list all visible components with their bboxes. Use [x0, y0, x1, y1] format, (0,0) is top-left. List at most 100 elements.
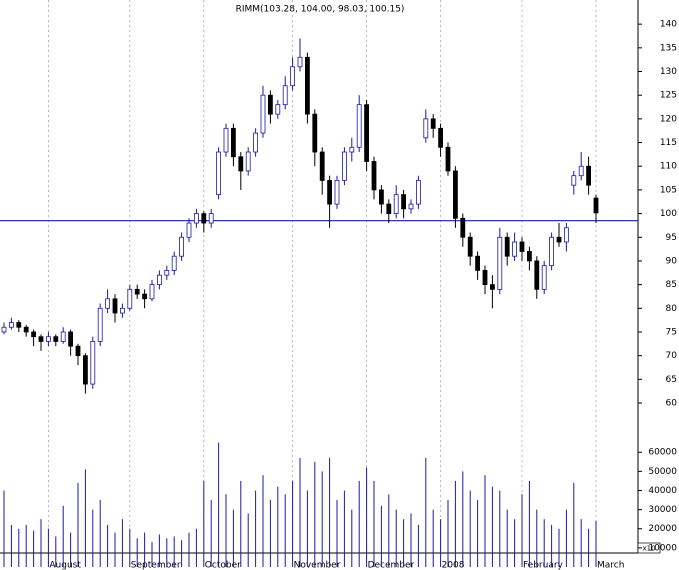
candle-body [201, 213, 207, 224]
candle-body [127, 288, 133, 309]
candle-body [482, 270, 488, 286]
y-tick-label: 125 [660, 91, 677, 101]
candle-body [386, 203, 392, 214]
candle-body [541, 265, 547, 290]
candle-body [356, 104, 362, 148]
candle-body [186, 222, 192, 238]
candle-body [489, 284, 495, 290]
y-tick-label: 75 [666, 327, 677, 337]
x-tick-label: September [131, 561, 181, 570]
y2-tick-label: 30000 [648, 505, 677, 515]
y2-tick-label: 50000 [648, 467, 677, 477]
candle-body [253, 132, 259, 153]
candle-body [378, 189, 384, 205]
x-tick-label: December [368, 561, 415, 570]
y-tick-label: 60 [666, 399, 678, 409]
candle-body [349, 146, 355, 153]
candle-body [260, 94, 266, 134]
y-tick-label: 70 [666, 351, 678, 361]
y-tick-label: 105 [660, 185, 677, 195]
y-tick-label: 135 [660, 43, 677, 53]
y2-tick-label: 20000 [648, 524, 677, 534]
candle-body [193, 213, 199, 224]
y2-tick-label: 60000 [648, 448, 677, 458]
x-tick-label: 2008 [442, 561, 465, 570]
candle-body [105, 298, 110, 309]
candle-body [304, 56, 310, 115]
candle-body [512, 241, 517, 257]
candle-body [90, 341, 96, 385]
y2-tick-label: 10000 [648, 543, 677, 553]
candle-body [460, 217, 466, 238]
candle-body [445, 146, 451, 172]
candle-body [290, 66, 296, 87]
candle-body [549, 236, 554, 267]
candle-body [46, 336, 51, 342]
candle-body [371, 161, 377, 191]
candle-body [8, 322, 14, 328]
candle-body [527, 251, 532, 262]
candle-body [452, 170, 458, 219]
candle-body [230, 127, 236, 158]
candle-body [327, 180, 333, 205]
y-tick-label: 65 [666, 375, 677, 385]
candle-body [149, 284, 155, 300]
candle-body [497, 236, 503, 290]
candle-body [156, 274, 162, 286]
y-tick-label: 120 [660, 114, 677, 124]
candle-body [16, 322, 22, 328]
candle-body [312, 113, 318, 153]
candle-body [504, 236, 510, 257]
candle-body [408, 203, 414, 210]
candle-body [556, 236, 562, 243]
candle-body [216, 151, 222, 196]
x-tick-label: October [205, 561, 241, 570]
candle-body [97, 307, 103, 342]
candle-body [75, 345, 81, 357]
candle-body [586, 165, 591, 186]
y-tick-label: 140 [660, 20, 677, 30]
candle-body [68, 331, 73, 347]
x-tick-label: November [294, 561, 341, 570]
x-tick-label: March [597, 561, 624, 570]
candle-body [415, 180, 421, 205]
y-tick-label: 95 [666, 233, 677, 243]
candle-body [401, 194, 407, 210]
candle-body [142, 293, 148, 300]
candle-body [364, 104, 370, 162]
candle-body [245, 151, 251, 172]
candle-body [467, 236, 473, 257]
candle-body [282, 85, 288, 106]
chart-title: RIMM(103.28, 104.00, 98.03, 100.15) [236, 5, 405, 15]
candle-body [171, 255, 177, 271]
x-tick-label: February [523, 561, 564, 570]
candle-body [31, 331, 37, 338]
candle-body [267, 94, 273, 115]
candle-body [275, 104, 281, 115]
y2-tick-label: 40000 [648, 486, 677, 496]
candle-body [393, 194, 399, 214]
candle-body [1, 326, 7, 333]
volume-unit-label: x10 [642, 545, 655, 553]
candle-body [223, 127, 229, 153]
y-tick-label: 115 [660, 138, 677, 148]
candle-body [534, 260, 540, 290]
candle-body [23, 326, 29, 333]
candle-body [208, 213, 214, 224]
candle-body [238, 156, 244, 172]
x-tick-label: August [49, 561, 81, 570]
candle-body [83, 355, 88, 385]
candle-body [571, 175, 577, 186]
candle-body [120, 307, 125, 314]
candle-body [134, 288, 140, 295]
candle-body [423, 118, 429, 139]
candle-body [578, 165, 584, 177]
candle-body [164, 270, 170, 276]
candle-body [179, 236, 185, 257]
y-tick-label: 90 [666, 256, 678, 266]
candle-body [519, 241, 525, 252]
candle-body [112, 298, 118, 314]
candle-body [593, 197, 599, 214]
